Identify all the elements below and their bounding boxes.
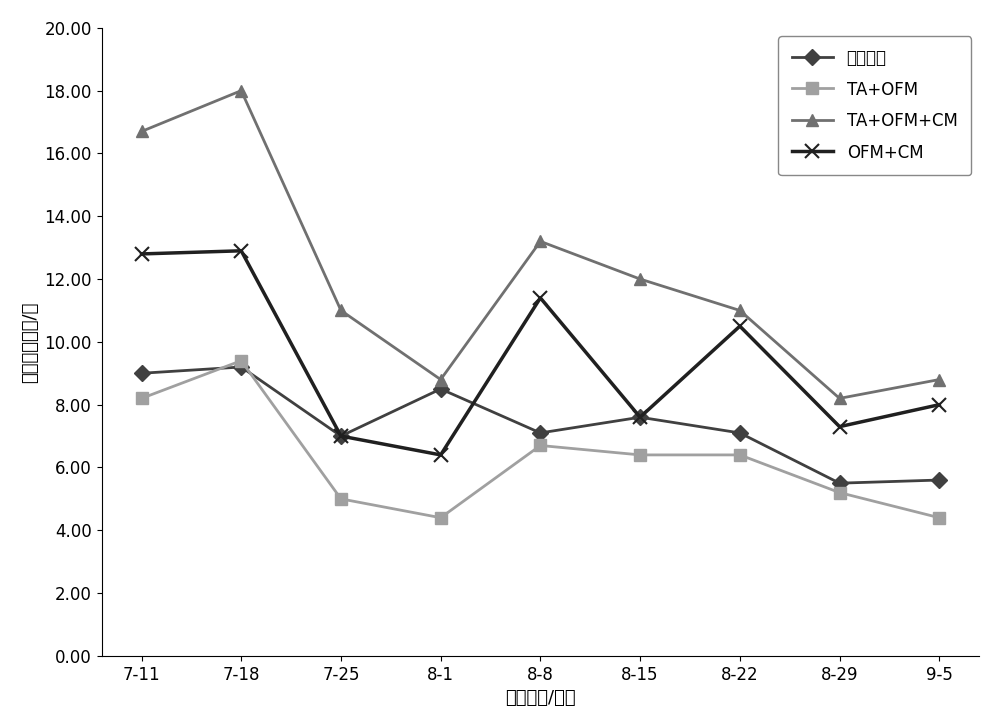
TA+OFM xyxy=(634,451,646,459)
TA+OFM+CM xyxy=(534,237,546,246)
TA+OFM+CM xyxy=(933,375,945,384)
TA+OFM+CM xyxy=(634,274,646,283)
OFM+CM xyxy=(933,400,945,409)
Line: OFM+CM: OFM+CM xyxy=(135,244,946,462)
TA+OFM xyxy=(235,356,247,365)
TA+OFM xyxy=(834,488,846,497)
单独诱芯 xyxy=(634,413,646,422)
OFM+CM xyxy=(435,451,447,459)
OFM+CM xyxy=(136,250,148,258)
单独诱芯 xyxy=(136,369,148,378)
TA+OFM xyxy=(435,513,447,522)
X-axis label: 日期（月/日）: 日期（月/日） xyxy=(505,689,576,707)
OFM+CM xyxy=(634,413,646,422)
OFM+CM xyxy=(734,322,746,331)
TA+OFM+CM xyxy=(435,375,447,384)
OFM+CM xyxy=(235,246,247,255)
单独诱芯 xyxy=(435,384,447,393)
TA+OFM+CM xyxy=(235,87,247,95)
TA+OFM xyxy=(136,394,148,403)
OFM+CM xyxy=(335,432,347,440)
单独诱芯 xyxy=(933,475,945,484)
Line: 单独诱芯: 单独诱芯 xyxy=(136,361,945,488)
Legend: 单独诱芯, TA+OFM, TA+OFM+CM, OFM+CM: 单独诱芯, TA+OFM, TA+OFM+CM, OFM+CM xyxy=(778,36,971,175)
Y-axis label: 日平均诱蛾量/头: 日平均诱蛾量/头 xyxy=(21,301,39,382)
TA+OFM xyxy=(534,441,546,450)
TA+OFM+CM xyxy=(734,306,746,314)
TA+OFM xyxy=(933,513,945,522)
Line: TA+OFM+CM: TA+OFM+CM xyxy=(136,85,945,404)
单独诱芯 xyxy=(235,363,247,371)
TA+OFM+CM xyxy=(834,394,846,403)
Line: TA+OFM: TA+OFM xyxy=(136,355,945,523)
OFM+CM xyxy=(834,422,846,431)
单独诱芯 xyxy=(534,429,546,438)
TA+OFM+CM xyxy=(136,127,148,136)
OFM+CM xyxy=(534,293,546,302)
TA+OFM xyxy=(734,451,746,459)
单独诱芯 xyxy=(834,479,846,488)
单独诱芯 xyxy=(734,429,746,438)
TA+OFM+CM xyxy=(335,306,347,314)
单独诱芯 xyxy=(335,432,347,440)
TA+OFM xyxy=(335,494,347,503)
